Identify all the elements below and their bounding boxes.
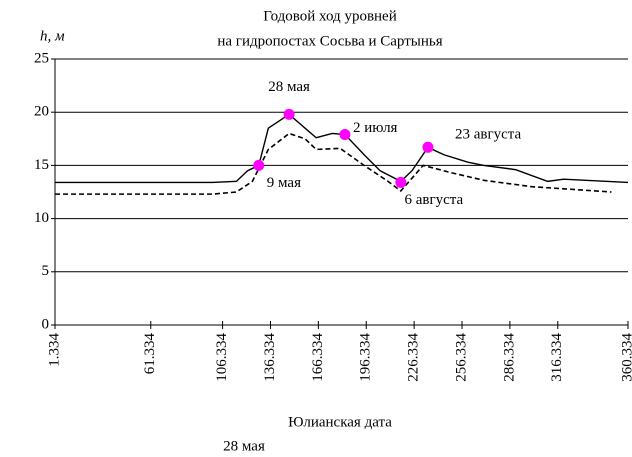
series-line [55,132,612,195]
x-tick-label: 256.334 [453,333,469,382]
y-tick-label: 5 [42,263,50,279]
chart-title: на гидропостах Сосьва и Сартынья [217,33,442,49]
y-tick-label: 15 [34,157,49,173]
x-tick-label: 286.334 [501,333,517,382]
marker [422,141,434,153]
annotation: 6 августа [404,192,463,208]
marker [339,129,351,141]
marker [283,108,295,120]
y-axis-label: h, м [40,28,65,44]
x-tick-label: 226.334 [406,333,422,382]
x-axis-label: Юлианская дата [288,414,392,430]
y-tick-label: 25 [34,50,49,66]
x-tick-label: 316.334 [549,333,565,382]
marker [253,159,265,171]
series-line [55,113,629,184]
x-tick-label: 136.334 [262,333,278,382]
x-tick-label: 61.334 [142,333,158,375]
annotation: 2 июля [353,120,398,136]
annotation: 23 августа [455,127,522,143]
annotation: 28 мая [268,79,310,95]
y-tick-label: 10 [34,210,49,226]
x-tick-label: 1.334 [46,333,62,367]
marker [395,176,407,188]
x-tick-label: 166.334 [310,333,326,382]
x-tick-label: 360.334 [619,333,632,382]
x-tick-label: 106.334 [214,333,230,382]
footnote: 28 мая [223,438,265,454]
y-tick-label: 20 [34,104,49,120]
x-tick-label: 196.334 [358,333,374,382]
chart-title: Годовой ход уровней [263,8,396,24]
annotation: 9 мая [267,175,301,191]
y-tick-label: 0 [42,316,50,332]
